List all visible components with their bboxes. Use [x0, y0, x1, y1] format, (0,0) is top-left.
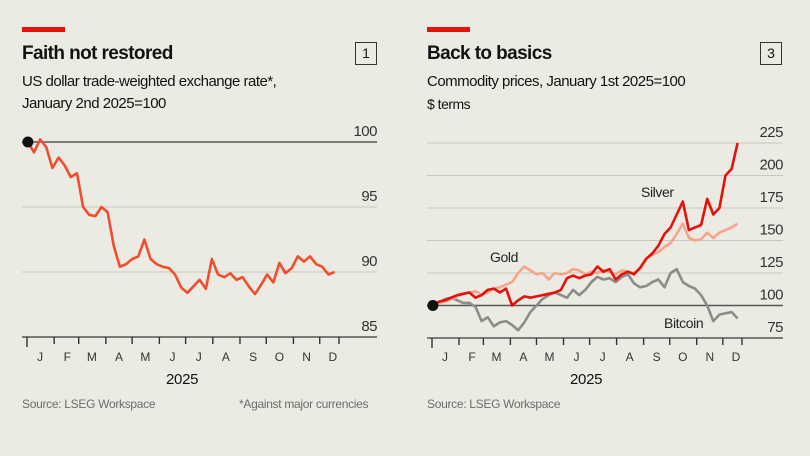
- silver-series-label: Silver: [641, 184, 674, 200]
- gold-series-line: [432, 222, 739, 307]
- left-y-tick-label: 100: [353, 123, 377, 140]
- right-x-tick-label: J: [600, 350, 606, 364]
- right-start-marker: [427, 300, 439, 311]
- right-x-tick-label: D: [732, 350, 741, 364]
- left-subtitle-line1: US dollar trade-weighted exchange rate*,: [22, 73, 277, 90]
- left-x-tick-label: J: [169, 350, 175, 364]
- left-x-tick-label: D: [329, 350, 338, 364]
- left-subtitle-line2: January 2nd 2025=100: [22, 95, 166, 112]
- right-x-tick-label: J: [574, 350, 580, 364]
- right-subtitle-line2: $ terms: [427, 96, 471, 112]
- left-x-tick-label: M: [140, 350, 150, 364]
- right-x-tick-label: A: [626, 350, 634, 364]
- left-source: Source: LSEG Workspace: [22, 397, 156, 411]
- left-x-tick-label: A: [115, 350, 123, 364]
- left-x-tick-label: O: [275, 350, 284, 364]
- right-plot: 75 100 125 150 175 200 225 J F M A M J J A S O N D Bitcoin G…: [427, 124, 784, 364]
- left-accent-bar: [22, 27, 65, 32]
- left-x-tick-label: J: [37, 350, 43, 364]
- gold-series-label: Gold: [490, 249, 518, 265]
- right-x-tick-label: N: [705, 350, 714, 364]
- left-plot: 85 90 95 100 J F M A M J J A S O N D: [22, 123, 378, 364]
- right-y-tick-label: 225: [759, 124, 783, 141]
- silver-series-line: [432, 142, 739, 307]
- bitcoin-series-label: Bitcoin: [664, 315, 703, 331]
- left-y-tick-label: 85: [361, 318, 377, 335]
- left-chart-number: 1: [355, 42, 377, 65]
- right-y-tick-label: 200: [759, 157, 783, 174]
- left-y-tick-label: 95: [361, 188, 377, 205]
- usd-series-line: [26, 138, 336, 296]
- left-chart-title: Faith not restored: [22, 43, 173, 64]
- right-subtitle-line1: Commodity prices, January 1st 2025=100: [427, 73, 686, 90]
- right-x-tick-label: S: [653, 350, 661, 364]
- left-x-tick-label: S: [249, 350, 257, 364]
- left-x-axis-year: 2025: [166, 371, 199, 388]
- bitcoin-series-line: [432, 267, 739, 332]
- left-x-tick-label: A: [222, 350, 230, 364]
- right-accent-bar: [427, 27, 470, 32]
- right-chart-number: 3: [760, 42, 782, 65]
- left-x-tick-label: M: [87, 350, 97, 364]
- left-footnote: *Against major currencies: [239, 397, 369, 411]
- right-y-tick-label: 150: [759, 222, 783, 239]
- right-source: Source: LSEG Workspace: [427, 397, 561, 411]
- left-x-tick-label: N: [302, 350, 311, 364]
- right-y-tick-label: 175: [759, 189, 783, 206]
- right-x-tick-label: O: [678, 350, 687, 364]
- right-y-tick-label: 75: [767, 319, 783, 336]
- left-x-tick-label: J: [196, 350, 202, 364]
- right-x-tick-label: M: [545, 350, 555, 364]
- right-y-tick-label: 125: [759, 254, 783, 271]
- left-y-tick-label: 90: [361, 253, 377, 270]
- right-x-tick-label: F: [468, 350, 475, 364]
- right-chart-title: Back to basics: [427, 43, 552, 64]
- right-x-tick-label: M: [491, 350, 501, 364]
- right-x-tick-label: A: [519, 350, 527, 364]
- right-x-axis-year: 2025: [570, 371, 603, 388]
- left-start-marker: [22, 136, 34, 148]
- right-x-tick-label: J: [442, 350, 448, 364]
- right-y-tick-label: 100: [759, 287, 783, 304]
- left-x-tick-label: F: [64, 350, 71, 364]
